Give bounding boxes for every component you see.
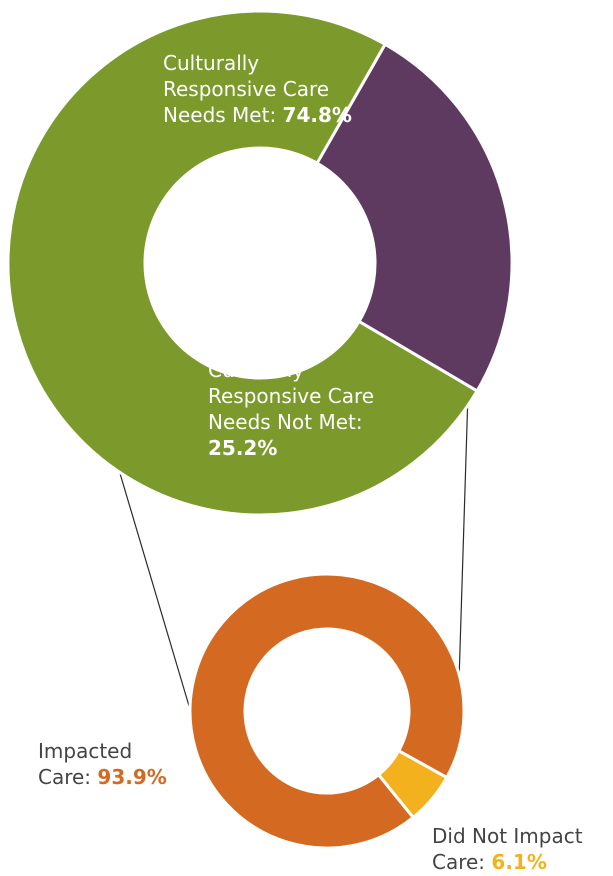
label-impacted-care: Impacted Care: 93.9% <box>38 738 218 790</box>
value-did-not-impact-care: 6.1% <box>491 850 547 874</box>
top-donut <box>6 9 514 517</box>
label-needs-met-line1: Culturally <box>163 51 260 75</box>
label-impacted-care-line2: Care: <box>38 765 98 789</box>
connector-line-right <box>458 392 469 682</box>
top-donut-slice-2 <box>315 42 514 393</box>
value-needs-met: 74.8% <box>282 103 352 127</box>
bottom-donut-slice-1 <box>188 572 466 850</box>
label-needs-not-met: Culturally Responsive Care Needs Not Met… <box>208 357 428 461</box>
value-needs-not-met: 25.2% <box>208 436 278 460</box>
value-impacted-care: 93.9% <box>97 765 167 789</box>
label-did-not-impact-care-line2: Care: <box>432 850 492 874</box>
label-needs-met-line3: Needs Met: <box>163 103 283 127</box>
bottom-donut-slice-2 <box>377 749 449 819</box>
label-needs-met-line2: Responsive Care <box>163 77 330 101</box>
connector-line-left <box>118 469 193 717</box>
label-needs-not-met-line3: Needs Not Met: <box>208 410 363 434</box>
top-donut-slice-1 <box>6 9 479 517</box>
label-needs-not-met-line1: Culturally <box>208 358 305 382</box>
label-did-not-impact-care-line1: Did Not Impact <box>432 824 583 848</box>
label-did-not-impact-care: Did Not Impact Care: 6.1% <box>432 823 612 875</box>
label-needs-met: Culturally Responsive Care Needs Met: 74… <box>163 50 403 128</box>
bottom-donut <box>188 572 466 850</box>
label-needs-not-met-line2: Responsive Care <box>208 384 375 408</box>
label-impacted-care-line1: Impacted <box>38 739 133 763</box>
